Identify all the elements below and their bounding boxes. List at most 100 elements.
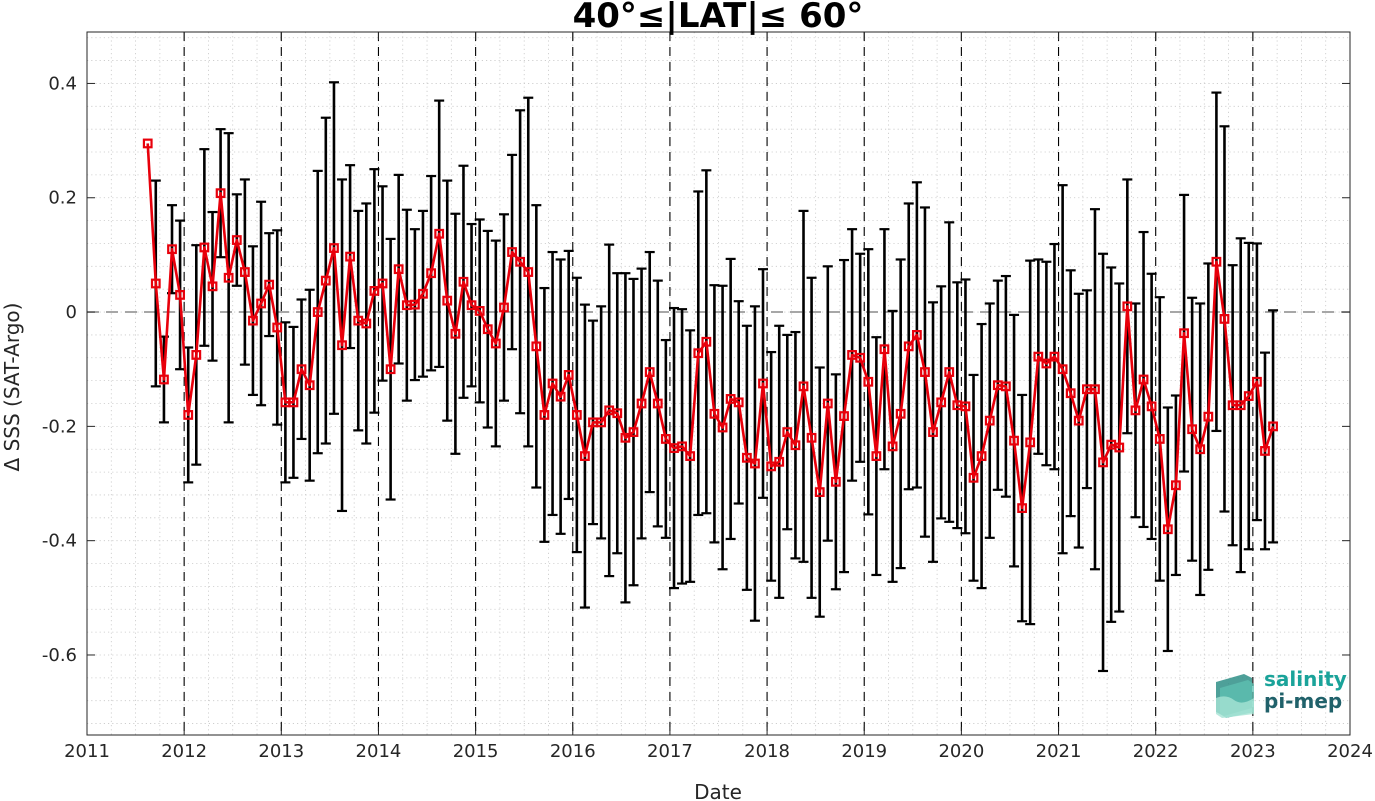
data-point (774, 456, 785, 467)
data-point (685, 451, 696, 461)
data-point (1219, 314, 1230, 324)
x-tick-label: 2016 (550, 741, 596, 762)
salinity-pi-mep-logo: salinity pi-mep (1216, 667, 1347, 718)
x-tick-label: 2019 (841, 741, 887, 762)
data-point (855, 352, 866, 363)
data-point (798, 381, 809, 392)
data-point (329, 243, 339, 253)
data-point (531, 341, 542, 352)
data-point (1187, 424, 1198, 435)
data-point (782, 427, 793, 437)
data-point (1235, 400, 1246, 411)
data-point (660, 434, 671, 444)
data-point (304, 380, 315, 391)
data-point (644, 367, 655, 377)
data-point (1090, 384, 1100, 395)
data-point (920, 367, 930, 377)
data-point (814, 487, 825, 497)
data-point (377, 278, 388, 289)
data-point (1171, 480, 1181, 491)
data-point (523, 267, 534, 277)
data-point (256, 298, 266, 309)
data-point (701, 336, 712, 347)
data-point (320, 275, 331, 286)
data-point (1073, 415, 1084, 426)
x-tick-label: 2014 (356, 741, 402, 762)
data-point (620, 432, 631, 443)
data-point (1179, 328, 1189, 339)
x-tick-label: 2013 (258, 741, 304, 762)
data-point (693, 348, 704, 359)
data-point (482, 324, 493, 335)
data-point (426, 268, 437, 279)
axes: 2011 2012 2013 2014 2015 2016 2017 2018 2019 2020… (42, 32, 1373, 762)
data-point (393, 264, 404, 275)
data-point (458, 276, 469, 287)
data-point (409, 299, 420, 310)
data-point (547, 378, 558, 389)
data-point (515, 256, 526, 267)
data-point (1268, 421, 1278, 432)
data-point (928, 427, 938, 437)
data-point (207, 281, 218, 292)
data-point (1114, 442, 1125, 453)
x-tick-label: 2024 (1327, 741, 1373, 762)
data-point (960, 401, 971, 412)
data-point (968, 472, 979, 483)
data-point (1000, 381, 1011, 392)
data-point (903, 341, 914, 352)
data-point (1211, 256, 1222, 267)
data-point (555, 391, 566, 402)
data-point (612, 408, 623, 419)
data-points (142, 138, 1278, 535)
series-line (146, 143, 1275, 531)
data-point (499, 302, 509, 313)
data-point (652, 398, 663, 409)
data-point (1130, 405, 1141, 416)
data-point (871, 451, 882, 461)
data-point (239, 267, 250, 277)
data-point (466, 300, 477, 311)
x-tick-label: 2017 (647, 741, 693, 762)
data-point (183, 410, 194, 420)
data-point (450, 328, 461, 339)
data-point (984, 415, 995, 426)
data-point (1154, 434, 1165, 444)
data-point (418, 288, 428, 299)
data-point (312, 307, 323, 317)
data-point (1252, 376, 1262, 387)
data-point (142, 138, 153, 149)
x-tick-label: 2021 (1036, 741, 1082, 762)
data-point (264, 279, 275, 290)
x-tick-label: 2018 (744, 741, 790, 762)
data-point (709, 408, 720, 419)
series-polyline (146, 143, 1275, 531)
y-axis-label: Δ SSS (SAT-Argo) (0, 303, 24, 472)
data-point (750, 458, 760, 469)
data-point (1098, 457, 1108, 468)
data-point (490, 338, 501, 349)
x-tick-label: 2015 (453, 741, 499, 762)
data-point (175, 290, 185, 300)
data-point (231, 235, 242, 245)
data-point (1057, 364, 1068, 375)
data-point (288, 397, 299, 408)
data-point (830, 476, 841, 487)
data-point (369, 286, 380, 296)
y-tick-label: -0.4 (42, 531, 77, 552)
x-tick-label: 2023 (1230, 741, 1276, 762)
data-point (159, 374, 169, 385)
data-point (539, 410, 550, 420)
data-point (1122, 301, 1133, 312)
data-point (272, 322, 283, 333)
y-tick-label: 0 (66, 302, 77, 323)
x-axis-label: Date (694, 780, 742, 801)
data-point (580, 451, 590, 461)
data-point (1009, 435, 1019, 446)
data-point (1025, 437, 1036, 448)
data-point (1041, 358, 1052, 369)
data-point (717, 422, 728, 433)
data-point (839, 411, 849, 421)
data-point (474, 306, 485, 316)
